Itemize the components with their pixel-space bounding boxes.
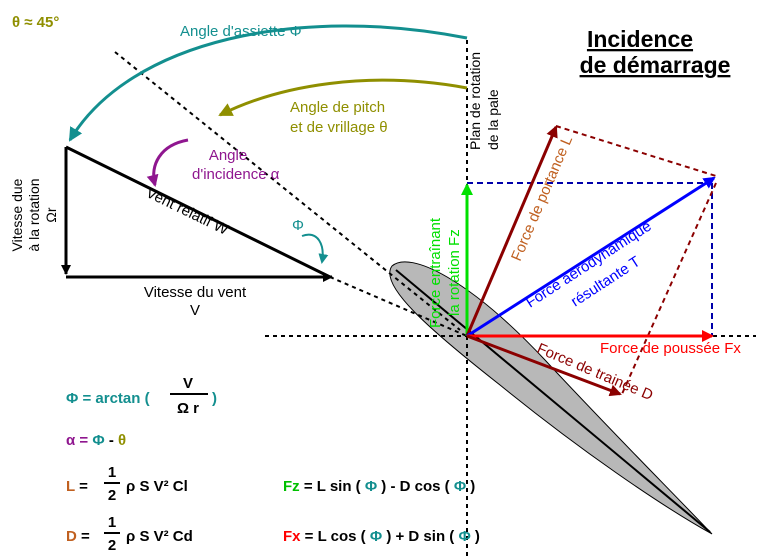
rotation-speed-label-line3: Ωr [43, 207, 59, 222]
fx-formula-var: Fx [283, 528, 301, 545]
lift-parallel-line [555, 125, 717, 177]
thrust-label: Force de poussée Fx [600, 340, 741, 357]
pitch-label-line2: et de vrillage θ [290, 119, 388, 136]
relative-wind-label: Vent relatif W [143, 184, 231, 239]
lift-formula: L = [66, 478, 88, 495]
drag-half-den: 2 [108, 537, 116, 554]
relative-wind-line [65, 145, 331, 279]
phi-formula: Φ = arctan ( [66, 390, 150, 407]
drag-formula: D = [66, 528, 90, 545]
phi-small-label: Φ [292, 217, 304, 234]
lift-label: Force de portance L [508, 133, 576, 263]
pitch-label-line1: Angle de pitch [290, 99, 385, 116]
fz-formula: Fz = L sin ( Φ ) - D cos ( Φ ) [283, 478, 475, 495]
phi-formula-denominator: Ω r [177, 400, 199, 417]
phi-formula-close: ) [212, 390, 217, 407]
incidence-label-line1: Angle [209, 147, 247, 164]
drag-formula-rest: ρ S V² Cd [126, 528, 193, 545]
fz-label-line1: Force entraînant [427, 217, 444, 328]
drag-force-arrow [466, 334, 622, 397]
lift-formula-rest: ρ S V² Cl [126, 478, 188, 495]
alpha-phi-symbol: Φ [92, 432, 104, 449]
phi-angle-arc [301, 233, 329, 264]
fz-formula-var: Fz [283, 478, 300, 495]
blade-chord-line [395, 269, 711, 533]
alpha-theta-symbol: θ [118, 432, 126, 449]
wind-speed-label-line1: Vitesse du vent [144, 284, 247, 301]
lift-half-num: 1 [108, 464, 116, 481]
fx-formula: Fx = L cos ( Φ ) + D sin ( Φ ) [283, 528, 480, 545]
relative-wind-extension [329, 276, 468, 337]
title-line1: Incidence [587, 26, 693, 52]
drag-half-num: 1 [108, 514, 116, 531]
pitch-angle-arc [218, 78, 468, 117]
assiette-label: Angle d'assiette Φ [180, 23, 302, 40]
alpha-symbol: α [66, 432, 76, 449]
lift-force-arrow [465, 125, 558, 337]
drag-formula-var: D [66, 528, 77, 545]
incidence-angle-arc [146, 138, 189, 187]
phi-formula-numerator: V [183, 375, 193, 392]
drag-parallel-line [621, 182, 717, 395]
plane-label-line2: de la pale [485, 89, 501, 150]
alpha-formula: α = Φ - θ [66, 432, 126, 449]
fz-label-line2: la rotation Fz [446, 229, 463, 316]
rotation-speed-label-line1: Vitesse due [9, 178, 25, 251]
wind-speed-label-line2: V [190, 302, 200, 319]
plane-label-line1: Plan de rotation [467, 52, 483, 150]
theta-approx-note: θ ≈ 45° [12, 14, 59, 31]
lift-half-den: 2 [108, 487, 116, 504]
incidence-label-line2: d'incidence α [192, 166, 280, 183]
assiette-angle-arc [68, 24, 468, 142]
rotation-speed-label-line2: à la rotation [26, 178, 42, 251]
aero-force-arrow [466, 176, 716, 338]
pitch-reference-line [114, 51, 461, 331]
lift-formula-var: L [66, 478, 75, 495]
title-line2: de démarrage [580, 52, 731, 78]
